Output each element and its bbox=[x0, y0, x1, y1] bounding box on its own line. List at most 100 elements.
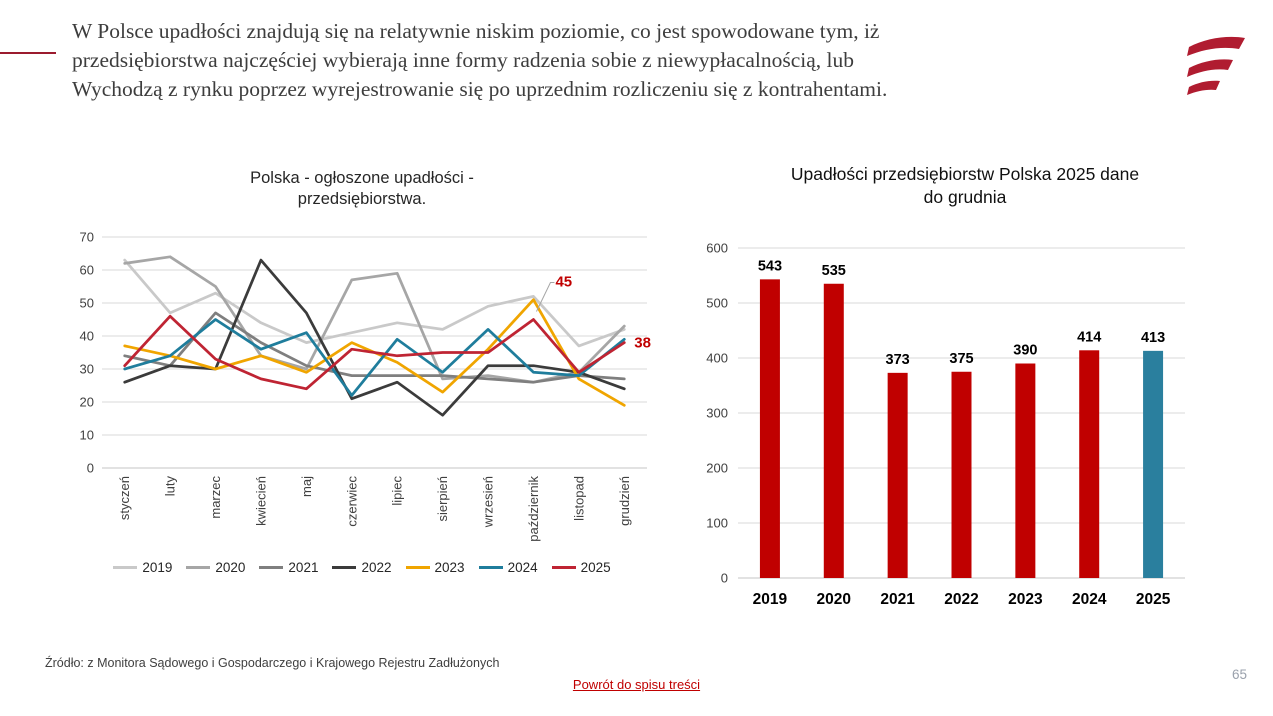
legend-swatch bbox=[113, 565, 138, 569]
y-axis-tick-label: 10 bbox=[80, 427, 94, 442]
back-to-toc-link[interactable]: Powrót do spisu treści bbox=[572, 677, 701, 692]
legend-label: 2024 bbox=[507, 559, 538, 575]
legend-swatch bbox=[186, 565, 211, 569]
x-axis-month-label: styczeń bbox=[117, 476, 132, 520]
line-chart-title-line-1: Polska - ogłoszone upadłości - bbox=[250, 169, 474, 187]
line-chart-legend: 2019 2020 2021 2022 2023 2024 2025 bbox=[62, 560, 662, 575]
back-link-wrap: Powrót do spisu treści bbox=[0, 676, 1273, 694]
bar-value-label: 535 bbox=[822, 262, 846, 278]
bar-2021 bbox=[887, 372, 908, 578]
line-chart-title: Polska - ogłoszone upadłości - przedsięb… bbox=[62, 162, 662, 211]
legend-label: 2019 bbox=[142, 559, 173, 575]
legend-swatch bbox=[332, 565, 357, 569]
y-axis-tick-label: 50 bbox=[80, 295, 94, 310]
legend-swatch bbox=[259, 565, 284, 569]
annotation-leader-line bbox=[536, 281, 555, 312]
legend-item-2021: 2021 bbox=[259, 560, 318, 575]
legend-item-2024: 2024 bbox=[478, 559, 538, 575]
bar-2020 bbox=[823, 283, 844, 578]
x-axis-month-label: maj bbox=[299, 476, 314, 497]
x-axis-month-label: lipiec bbox=[390, 475, 405, 505]
source-note: Źródło: z Monitora Sądowego i Gospodarcz… bbox=[45, 656, 500, 670]
legend-label: 2025 bbox=[580, 559, 611, 575]
y-axis-tick-label: 60 bbox=[80, 262, 94, 277]
y-axis-tick-label: 400 bbox=[706, 350, 728, 365]
heading-line-1: W Polsce upadłości znajdują się na relat… bbox=[72, 19, 880, 43]
y-axis-tick-label: 30 bbox=[80, 361, 94, 376]
bar-value-label: 413 bbox=[1141, 329, 1165, 345]
line-series-2025 bbox=[123, 314, 626, 391]
x-axis-month-label: kwiecień bbox=[253, 476, 268, 526]
legend-item-2025: 2025 bbox=[551, 559, 611, 575]
y-axis-tick-label: 20 bbox=[80, 394, 94, 409]
legend-item-2022: 2022 bbox=[332, 559, 392, 575]
bar-chart-card: Upadłości przedsiębiorstw Polska 2025 da… bbox=[690, 155, 1240, 611]
line-series-2019 bbox=[123, 258, 626, 348]
legend-label: 2023 bbox=[434, 559, 465, 575]
x-axis-year-label: 2021 bbox=[880, 591, 915, 608]
series-data-label: 45 bbox=[555, 273, 572, 290]
y-axis-tick-label: 300 bbox=[706, 405, 728, 420]
bar-chart-title-line-1: Upadłości przedsiębiorstw Polska 2025 da… bbox=[790, 164, 1140, 184]
legend-item-2019: 2019 bbox=[113, 560, 172, 575]
bar-2022 bbox=[951, 371, 972, 578]
legend-swatch bbox=[478, 565, 503, 569]
bar-2024 bbox=[1079, 349, 1100, 578]
x-axis-month-label: wrzesień bbox=[481, 476, 496, 528]
legend-item-2020: 2020 bbox=[186, 560, 245, 575]
x-axis-month-label: październik bbox=[526, 475, 541, 541]
bar-value-label: 373 bbox=[886, 351, 910, 367]
x-axis-month-label: marzec bbox=[208, 475, 223, 518]
x-axis-year-label: 2022 bbox=[944, 591, 978, 608]
legend-label: 2021 bbox=[288, 559, 319, 575]
accent-line bbox=[0, 52, 56, 54]
y-axis-tick-label: 600 bbox=[706, 240, 728, 255]
line-series-2022 bbox=[123, 258, 626, 417]
slide-heading: W Polsce upadłości znajdują się na relat… bbox=[72, 17, 1172, 105]
bar-chart-svg: 0 100 200 300 400 500 600 543 2019 535 2020 373 2021… bbox=[706, 240, 1185, 608]
x-axis-year-label: 2019 bbox=[753, 591, 788, 608]
legend-swatch bbox=[405, 565, 430, 569]
company-logo-icon bbox=[1187, 36, 1245, 95]
bar-chart-title: Upadłości przedsiębiorstw Polska 2025 da… bbox=[690, 155, 1240, 209]
x-axis-month-label: grudzień bbox=[617, 476, 632, 526]
legend-swatch bbox=[551, 565, 576, 569]
x-axis-year-label: 2025 bbox=[1136, 591, 1171, 608]
x-axis-month-label: luty bbox=[163, 475, 178, 496]
bar-2025 bbox=[1143, 350, 1164, 578]
y-axis-tick-label: 40 bbox=[80, 328, 94, 343]
bar-2019 bbox=[759, 278, 780, 578]
y-axis-tick-label: 0 bbox=[87, 460, 94, 475]
legend-item-2023: 2023 bbox=[405, 559, 465, 575]
series-data-label: 38 bbox=[634, 334, 651, 351]
logo-stripe bbox=[1187, 80, 1220, 95]
line-chart-title-line-2: przedsiębiorstwa. bbox=[297, 190, 427, 209]
x-axis-month-label: sierpień bbox=[435, 476, 450, 522]
bar-value-label: 414 bbox=[1077, 329, 1101, 345]
y-axis-tick-label: 500 bbox=[706, 295, 728, 310]
bar-chart-title-line-2: do grudnia bbox=[923, 186, 1007, 207]
page-number: 65 bbox=[1231, 667, 1247, 682]
bar-value-label: 375 bbox=[949, 350, 973, 366]
x-axis-month-label: listopad bbox=[571, 476, 586, 521]
bar-value-label: 543 bbox=[758, 258, 782, 274]
logo-stripe bbox=[1187, 36, 1245, 56]
heading-line-3: Wychodzą z rynku poprzez wyrejestrowanie… bbox=[72, 77, 888, 102]
x-axis-year-label: 2020 bbox=[817, 591, 851, 608]
y-axis-tick-label: 0 bbox=[721, 570, 728, 585]
bar-2023 bbox=[1015, 363, 1036, 578]
y-axis-tick-label: 200 bbox=[706, 460, 728, 475]
line-series-2024 bbox=[123, 318, 626, 397]
line-chart-card: Polska - ogłoszone upadłości - przedsięb… bbox=[62, 162, 662, 575]
logo-stripe bbox=[1187, 59, 1233, 77]
y-axis-tick-label: 100 bbox=[706, 515, 728, 530]
x-axis-year-label: 2024 bbox=[1072, 591, 1107, 608]
legend-label: 2022 bbox=[361, 559, 392, 575]
line-chart-svg: 0 10 20 30 40 50 60 70 styczeń luty marzec kwiecień… bbox=[80, 229, 651, 541]
x-axis-year-label: 2023 bbox=[1008, 591, 1043, 608]
heading-line-2: przedsiębiorstwa najczęściej wybierają i… bbox=[72, 48, 855, 73]
y-axis-tick-label: 70 bbox=[80, 229, 94, 244]
legend-label: 2020 bbox=[215, 559, 246, 575]
bar-value-label: 390 bbox=[1013, 342, 1037, 358]
